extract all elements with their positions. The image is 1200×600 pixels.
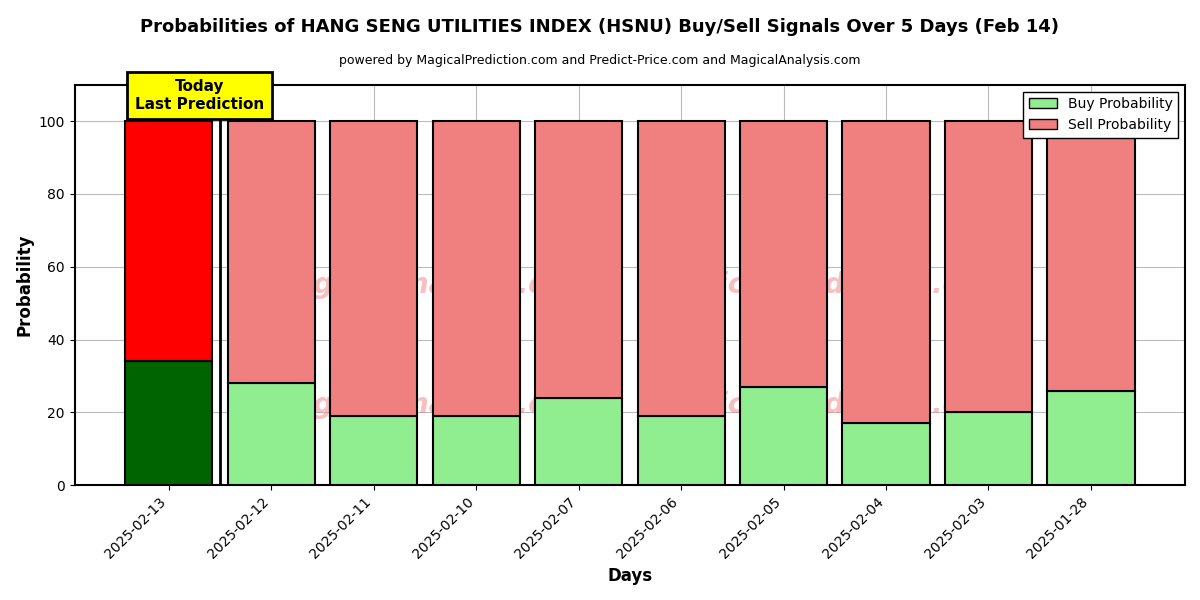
Bar (228, 383, 314, 485)
Bar (740, 121, 827, 387)
Bar (1048, 121, 1134, 391)
Text: MagicalAnalysis.com: MagicalAnalysis.com (268, 391, 593, 419)
Text: MagicalAnalysis.com: MagicalAnalysis.com (268, 271, 593, 299)
Bar (1048, 391, 1134, 485)
Bar (330, 121, 418, 416)
Bar (125, 361, 212, 485)
X-axis label: Days: Days (607, 567, 653, 585)
Bar (740, 387, 827, 485)
Bar (228, 121, 314, 383)
Bar (125, 121, 212, 361)
Bar (535, 121, 622, 398)
Bar (842, 121, 930, 424)
Bar (432, 416, 520, 485)
Text: Today
Last Prediction: Today Last Prediction (134, 79, 264, 112)
Bar (535, 398, 622, 485)
Bar (944, 412, 1032, 485)
Text: Probabilities of HANG SENG UTILITIES INDEX (HSNU) Buy/Sell Signals Over 5 Days (: Probabilities of HANG SENG UTILITIES IND… (140, 18, 1060, 36)
Text: powered by MagicalPrediction.com and Predict-Price.com and MagicalAnalysis.com: powered by MagicalPrediction.com and Pre… (340, 54, 860, 67)
Bar (432, 121, 520, 416)
Text: MagicalPrediction.com: MagicalPrediction.com (652, 271, 1007, 299)
Y-axis label: Probability: Probability (16, 233, 34, 336)
Bar (637, 416, 725, 485)
Bar (842, 424, 930, 485)
Bar (637, 121, 725, 416)
Text: MagicalPrediction.com: MagicalPrediction.com (652, 391, 1007, 419)
Bar (330, 416, 418, 485)
Legend: Buy Probability, Sell Probability: Buy Probability, Sell Probability (1024, 92, 1178, 137)
Bar (944, 121, 1032, 412)
